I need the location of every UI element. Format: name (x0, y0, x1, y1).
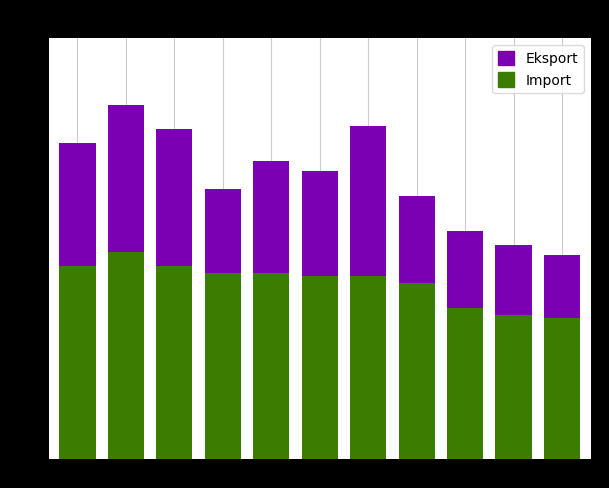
Bar (108, 252, 144, 459)
Bar (350, 126, 386, 277)
Bar (108, 105, 144, 252)
Bar (253, 273, 289, 459)
Bar (398, 284, 435, 459)
Bar (544, 256, 580, 319)
Bar (156, 130, 192, 266)
Bar (59, 144, 96, 266)
Bar (398, 196, 435, 284)
Bar (496, 315, 532, 459)
Bar (301, 172, 338, 277)
Bar (156, 266, 192, 459)
Bar (253, 162, 289, 273)
Bar (350, 277, 386, 459)
Bar (205, 189, 241, 273)
Bar (447, 308, 484, 459)
Bar (544, 319, 580, 459)
Bar (447, 231, 484, 308)
Legend: Eksport, Import: Eksport, Import (492, 46, 584, 94)
Bar (496, 245, 532, 315)
Bar (205, 273, 241, 459)
Bar (301, 277, 338, 459)
Bar (59, 266, 96, 459)
